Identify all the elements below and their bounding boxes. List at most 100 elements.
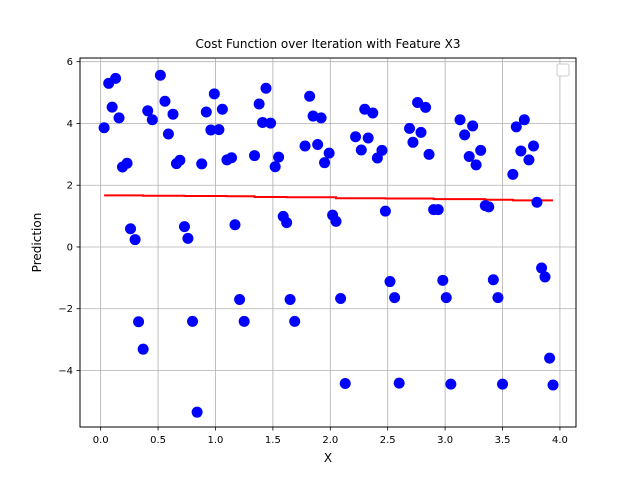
x-tick-label: 0.5 <box>150 435 166 446</box>
y-tick-label: −2 <box>58 304 73 315</box>
scatter-point <box>234 293 246 305</box>
y-tick-label: −4 <box>58 366 73 377</box>
x-tick-label: 1.5 <box>265 435 281 446</box>
scatter-point <box>133 316 145 328</box>
x-tick-label: 2.5 <box>380 435 396 446</box>
x-tick-label: 0.0 <box>93 435 109 446</box>
scatter-point <box>319 157 331 169</box>
scatter-point <box>420 101 432 113</box>
scatter-point <box>182 232 194 244</box>
scatter-point <box>113 112 125 124</box>
scatter-point <box>249 150 261 162</box>
scatter-point <box>437 274 449 286</box>
x-tick-label: 2.0 <box>322 435 338 446</box>
y-axis-label: Prediction <box>30 213 44 273</box>
scatter-point <box>339 377 351 389</box>
fit-line-layer <box>104 194 553 202</box>
scatter-point <box>536 262 548 274</box>
scatter-point <box>330 215 342 227</box>
scatter-point <box>467 120 479 132</box>
scatter-point <box>229 219 241 231</box>
x-tick-label: 1.0 <box>208 435 224 446</box>
x-tick-label: 3.5 <box>495 435 511 446</box>
plot-frame <box>79 57 577 428</box>
scatter-point <box>304 90 316 102</box>
scatter-point <box>216 103 228 115</box>
scatter-point <box>544 352 556 364</box>
scatter-point <box>159 95 171 107</box>
legend-box <box>556 63 570 77</box>
scatter-point <box>146 114 158 126</box>
scatter-point <box>208 88 220 100</box>
scatter-point <box>137 343 149 355</box>
scatter-point <box>367 107 379 119</box>
scatter-point <box>260 82 272 94</box>
scatter-point <box>423 148 435 160</box>
y-tick-label: 0 <box>67 242 73 253</box>
scatter-point <box>213 124 225 136</box>
scatter-point <box>379 205 391 217</box>
scatter-point <box>200 106 212 118</box>
scatter-point <box>523 154 535 166</box>
scatter-point <box>432 204 444 216</box>
scatter-point <box>415 126 427 138</box>
scatter-point <box>528 140 540 152</box>
scatter-point <box>376 144 388 156</box>
scatter-point <box>178 221 190 233</box>
y-tick-label: 6 <box>67 57 73 68</box>
scatter-point <box>257 117 269 129</box>
scatter-point <box>507 168 519 180</box>
scatter-point <box>110 72 122 84</box>
scatter-point <box>404 122 416 134</box>
scatter-point <box>187 315 199 327</box>
x-tick-label: 3.0 <box>437 435 453 446</box>
scatter-point <box>162 128 174 140</box>
scatter-point <box>281 217 293 229</box>
scatter-point <box>289 315 301 327</box>
scatter-point <box>238 315 250 327</box>
scatter-point <box>454 114 466 126</box>
scatter-point <box>154 69 166 81</box>
scatter-point <box>191 406 203 418</box>
scatter-point <box>125 223 137 235</box>
scatter-point <box>407 136 419 148</box>
scatter-point <box>265 117 277 129</box>
scatter-point <box>121 157 133 169</box>
scatter-point <box>492 292 504 304</box>
scatter-point <box>487 274 499 286</box>
scatter-point <box>393 377 405 389</box>
scatter-point <box>518 114 530 126</box>
scatter-point <box>335 293 347 305</box>
scatter-point <box>470 159 482 171</box>
scatter-point <box>253 98 265 110</box>
x-axis-label: X <box>324 451 332 465</box>
y-tick-label: 2 <box>67 181 73 192</box>
y-tick-label: 4 <box>67 119 73 130</box>
scatter-point <box>350 131 362 143</box>
scatter-points <box>98 69 559 418</box>
scatter-point <box>129 234 141 246</box>
grid <box>80 58 576 427</box>
scatter-point <box>226 152 238 164</box>
scatter-point <box>445 378 457 390</box>
scatter-point <box>174 154 186 166</box>
scatter-point <box>269 161 281 173</box>
scatter-point <box>98 122 110 134</box>
scatter-point <box>142 105 154 117</box>
scatter-point <box>312 138 324 150</box>
scatter-point <box>315 112 327 124</box>
scatter-point <box>515 145 527 157</box>
scatter-point <box>106 101 118 113</box>
scatter-point <box>323 147 335 159</box>
scatter-point <box>531 196 543 208</box>
scatter-point <box>510 121 522 133</box>
scatter-point <box>299 140 311 152</box>
axis-ticks: 0.0 0.5 1.0 1.5 2.0 2.5 3.0 3.5 4.0 −4 −2 0 2 4 6 <box>58 57 568 446</box>
scatter-point <box>384 276 396 288</box>
scatter-point <box>475 144 487 156</box>
scatter-point <box>547 379 559 391</box>
scatter-point <box>440 292 452 304</box>
scatter-point <box>412 96 424 108</box>
